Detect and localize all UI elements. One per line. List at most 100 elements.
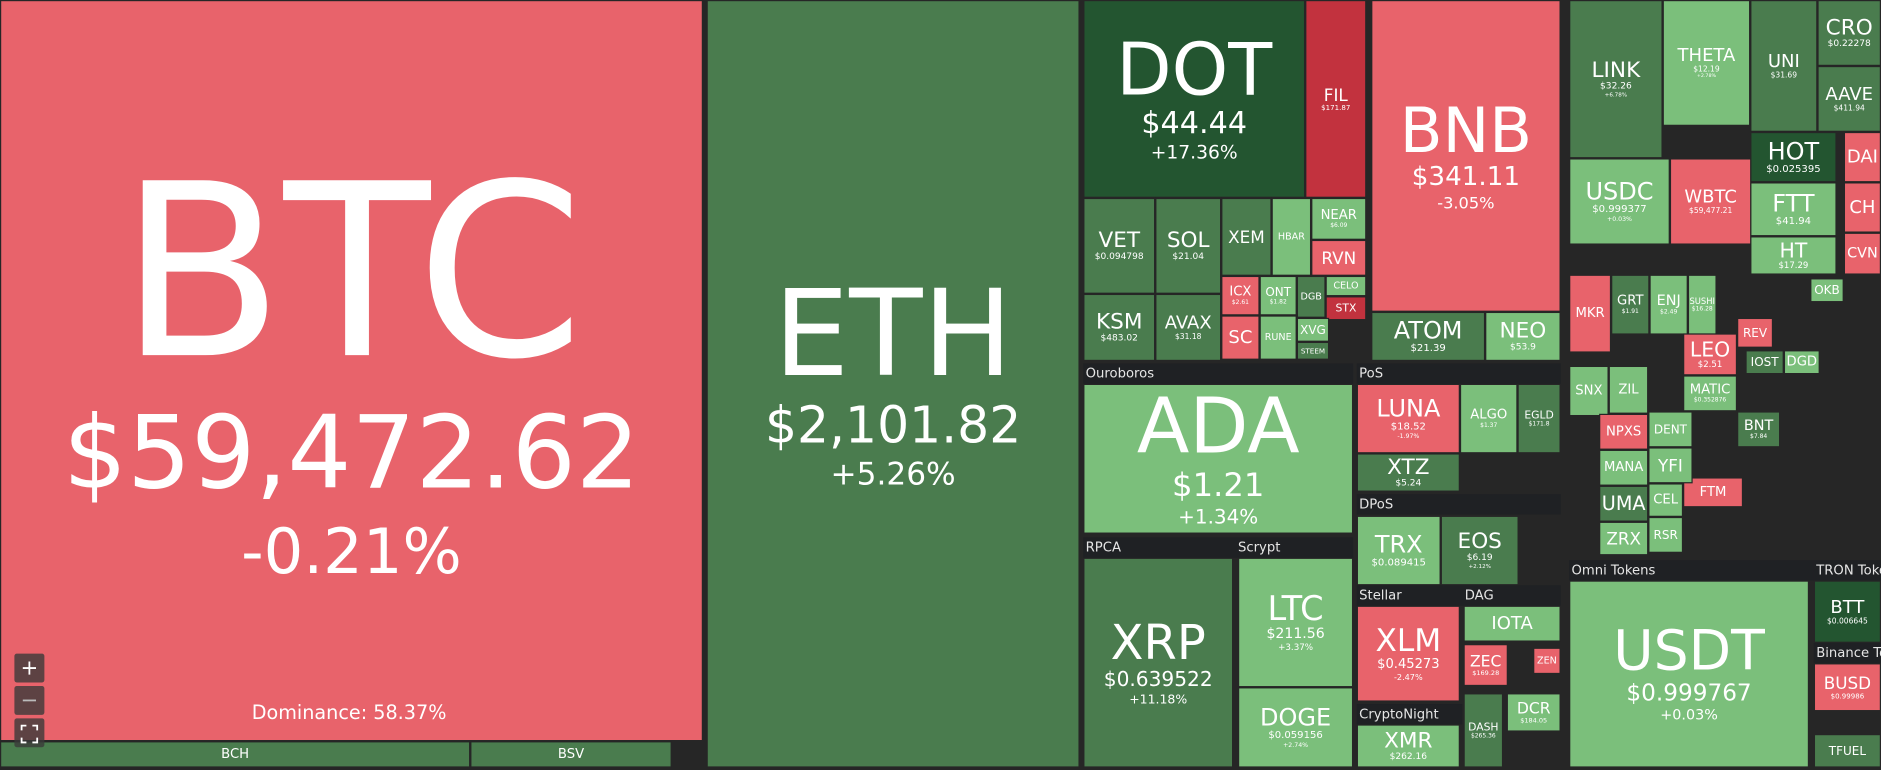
plus-icon <box>22 661 36 675</box>
tile: DOGE$0.059156+2.74% <box>1238 687 1354 768</box>
tile-label: CELO <box>1333 281 1358 292</box>
tile-label: BNB <box>1400 94 1532 167</box>
tile: STX <box>1325 296 1367 321</box>
tile-change: +2.12% <box>1468 564 1491 570</box>
tile-label: UNI <box>1768 51 1800 72</box>
tile: DAI <box>1843 131 1881 183</box>
group-label: DAG <box>1465 589 1494 604</box>
tile-label: ENJ <box>1657 293 1681 309</box>
tile-price: $184.05 <box>1520 716 1547 724</box>
tile: UMA <box>1599 485 1649 522</box>
tile: ADA$1.21+1.34% <box>1083 383 1354 534</box>
tile-bg <box>0 0 703 742</box>
tile-label: MATIC <box>1690 382 1731 397</box>
tile-price: $211.56 <box>1266 626 1324 642</box>
tile: SNX <box>1569 365 1609 417</box>
tile-price: $0.999767 <box>1626 679 1751 706</box>
tile-label: WBTC <box>1684 187 1737 208</box>
fullscreen-button[interactable] <box>14 718 45 748</box>
tile-price: $31.18 <box>1175 332 1202 341</box>
tile-label: KSM <box>1096 310 1142 335</box>
tile-label: HOT <box>1768 137 1820 165</box>
tile-bg <box>1843 232 1881 275</box>
fullscreen[interactable] <box>14 718 45 748</box>
tile-bg <box>1683 333 1738 376</box>
tile: DGD <box>1783 350 1820 375</box>
tile-bg <box>1569 365 1609 417</box>
tile-label: ZEC <box>1470 652 1502 670</box>
tile: OKB <box>1810 278 1844 303</box>
tile: ENJ$2.49 <box>1649 274 1688 335</box>
zoom-out[interactable] <box>14 686 45 715</box>
tile-change: +5.26% <box>831 456 956 492</box>
tile-change: +6.78% <box>1605 92 1628 98</box>
tile-label: MKR <box>1575 306 1604 321</box>
tile-label: USDC <box>1586 178 1654 206</box>
group-band <box>1569 560 1814 581</box>
tile-bg <box>0 741 471 768</box>
tile-price: $411.94 <box>1834 104 1865 113</box>
tile-bg <box>1463 605 1561 642</box>
tile: DCR$184.05 <box>1506 693 1561 732</box>
tile-price: $0.999377 <box>1592 204 1646 215</box>
tile-bg <box>1083 197 1156 294</box>
tile-bg <box>1817 0 1881 66</box>
tile-label: TRX <box>1374 531 1423 559</box>
tile-bg <box>1506 693 1561 732</box>
tile-bg <box>1599 413 1649 450</box>
tile-price: $21.04 <box>1172 252 1204 262</box>
tile: RUNE <box>1259 315 1297 360</box>
tile-label: ICX <box>1229 285 1251 300</box>
tile-change: -3.05% <box>1437 193 1494 212</box>
tile: BUSD$0.99986 <box>1813 663 1881 712</box>
tile: FTM <box>1683 477 1744 508</box>
tile-label: XTZ <box>1387 455 1429 480</box>
tile-change: -2.47% <box>1394 672 1423 682</box>
tile-price: $44.44 <box>1141 106 1247 141</box>
tile: GRT$1.91 <box>1611 274 1650 335</box>
tile-label: ZEN <box>1537 655 1557 666</box>
tile-price: $12.19 <box>1693 65 1720 74</box>
tile: MKR <box>1569 274 1612 353</box>
group-label: RPCA <box>1086 541 1121 556</box>
tile: SC <box>1221 315 1260 360</box>
tile-bg <box>1813 663 1881 712</box>
group-label: TRON Tokens <box>1815 563 1881 578</box>
tile-price: $59,472.62 <box>63 394 640 512</box>
tile: AVAX$31.18 <box>1155 293 1222 362</box>
tile-label: CRO <box>1826 15 1873 40</box>
groups: Ouroboros RPCA Scrypt PoS DPoS Stellar DAG Cryp… <box>1083 363 1881 725</box>
group-band <box>1356 494 1561 515</box>
tile-price: $6.09 <box>1330 222 1347 229</box>
tile-bg <box>1745 350 1784 375</box>
tile-bg <box>1311 239 1367 276</box>
tile-label: DOGE <box>1260 704 1331 732</box>
tile: DGB <box>1296 275 1326 318</box>
tile-price: $0.025395 <box>1766 164 1820 175</box>
tile-label: THETA <box>1677 45 1736 66</box>
zoom-in[interactable] <box>14 653 45 683</box>
tile-bg <box>1599 449 1649 486</box>
tile-bg <box>1569 158 1670 245</box>
tile-price: $341.11 <box>1412 162 1520 192</box>
tile-label: DGD <box>1787 355 1818 370</box>
group-band <box>1083 537 1236 558</box>
group-label: Scrypt <box>1238 541 1280 556</box>
tile-bg <box>1813 580 1881 643</box>
tile: FTT$41.94 <box>1750 182 1837 237</box>
tile: XLM$0.45273-2.47% <box>1356 605 1460 702</box>
tile-change: +0.03% <box>1607 216 1632 223</box>
tile-bg <box>1271 197 1312 276</box>
tile-bg <box>1608 365 1649 414</box>
tile-bg <box>1750 0 1818 132</box>
tile-label: DENT <box>1654 422 1688 436</box>
tile-price: $0.639522 <box>1104 667 1213 691</box>
tile-label: BTC <box>119 132 584 412</box>
tile-bg <box>1259 275 1297 316</box>
tile-label: RSR <box>1654 528 1678 542</box>
tile-change: +2.74% <box>1283 742 1308 749</box>
tile: REV <box>1737 317 1774 348</box>
tile-bg <box>1083 383 1354 534</box>
tile-bg <box>1221 197 1272 276</box>
